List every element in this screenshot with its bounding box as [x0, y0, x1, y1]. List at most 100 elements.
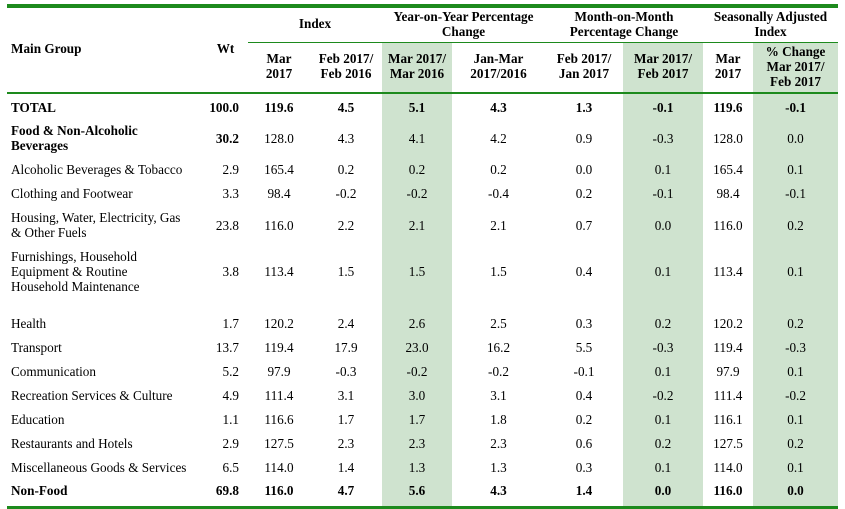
row-value: -0.2 [623, 384, 703, 409]
row-value: 165.4 [264, 162, 294, 178]
row-value: 128.0 [713, 130, 743, 146]
row-label: Food & Non-Alcoholic Beverages [11, 123, 138, 154]
row-value: 127.5 [713, 435, 743, 451]
row-wt: 2.9 [222, 435, 239, 451]
row-wt: 30.2 [215, 130, 239, 146]
row-value: 0.0 [623, 479, 703, 508]
row-value: 4.1 [382, 119, 452, 159]
row-value: -0.1 [753, 92, 839, 120]
header-main-group: Main Group [7, 6, 203, 94]
row-value: 127.5 [264, 435, 294, 451]
row-value: -0.2 [753, 384, 839, 409]
row-value: 1.5 [337, 263, 355, 279]
row-wt: 2.9 [222, 162, 239, 178]
group-header-month-on-month: Month-on-Month Percentage Change [545, 6, 703, 43]
row-value: -0.3 [623, 336, 703, 361]
row-value: 0.1 [753, 158, 839, 183]
row-value: 165.4 [713, 162, 743, 178]
row-wt: 6.5 [222, 459, 239, 475]
row-value: 5.5 [575, 340, 593, 355]
row-label: Education [11, 411, 65, 427]
row-value: 0.1 [623, 158, 703, 183]
table-row: Furnishings, Household Equipment & Routi… [7, 245, 839, 313]
row-value: -0.1 [753, 182, 839, 207]
row-wt: 1.7 [222, 316, 239, 332]
row-label: TOTAL [11, 99, 56, 115]
row-value: 0.2 [623, 432, 703, 457]
row-value: 0.1 [623, 408, 703, 433]
row-value: 116.1 [713, 411, 743, 427]
table-row: Non-Food 69.8 116.0 4.7 5.6 4.3 1.4 0.0 … [7, 479, 839, 508]
row-value: -0.2 [335, 186, 357, 202]
row-value: 97.9 [716, 363, 740, 379]
subheader-index-mar-2017: Mar 2017 [248, 42, 310, 94]
row-value: 5.6 [382, 479, 452, 508]
row-value: 0.2 [382, 158, 452, 183]
row-value: 0.1 [623, 456, 703, 480]
subheader-mom-feb2017-jan2017: Feb 2017/ Jan 2017 [545, 42, 623, 94]
row-value: 4.7 [337, 483, 355, 499]
row-value: 0.9 [575, 130, 593, 146]
table-row: Restaurants and Hotels 2.9 127.5 2.3 2.3… [7, 432, 839, 457]
row-value: 2.3 [490, 435, 507, 451]
row-value: 0.2 [575, 186, 593, 202]
row-label: Health [11, 316, 47, 332]
row-value: 1.4 [337, 459, 355, 475]
row-value: 3.1 [337, 387, 355, 403]
row-value: 23.0 [382, 336, 452, 361]
row-wt: 69.8 [215, 483, 239, 499]
row-label: Housing, Water, Electricity, Gas & Other… [11, 210, 181, 240]
table-row: Transport 13.7 119.4 17.9 23.0 16.2 5.5 … [7, 336, 839, 361]
table-row: Alcoholic Beverages & Tobacco 2.9 165.4 … [7, 158, 839, 183]
row-label: Clothing and Footwear [11, 186, 133, 202]
row-label: Non-Food [11, 483, 68, 499]
row-value: 1.7 [337, 411, 355, 427]
row-wt: 100.0 [209, 99, 239, 115]
group-header-index: Index [248, 6, 382, 43]
row-value: 116.0 [264, 217, 294, 233]
table-row: Education 1.1 116.6 1.7 1.7 1.8 0.2 0.1 … [7, 408, 839, 433]
row-wt: 4.9 [222, 387, 239, 403]
subheader-yoy-mar2017-mar2016: Mar 2017/ Mar 2016 [382, 42, 452, 94]
row-label: Restaurants and Hotels [11, 435, 133, 451]
subheader-index-feb2017-feb2016: Feb 2017/ Feb 2016 [310, 42, 382, 94]
subheader-mom-mar2017-feb2017: Mar 2017/ Feb 2017 [623, 42, 703, 94]
row-value: 114.0 [264, 459, 294, 475]
row-value: 0.1 [753, 456, 839, 480]
row-value: 111.4 [264, 387, 294, 403]
row-value: 0.2 [490, 162, 507, 178]
row-value: 2.3 [382, 432, 452, 457]
group-header-row: Main Group Wt Index Year-on-Year Percent… [7, 6, 839, 94]
row-value: 0.1 [753, 360, 839, 385]
row-value: 0.2 [753, 206, 839, 246]
row-value: -0.3 [335, 363, 357, 379]
table-row: Clothing and Footwear 3.3 98.4 -0.2 -0.2… [7, 182, 839, 207]
row-label: Communication [11, 363, 96, 379]
row-value: 1.3 [490, 459, 507, 475]
row-label: Recreation Services & Culture [11, 387, 173, 403]
row-wt: 13.7 [215, 340, 239, 355]
row-value: 0.0 [753, 479, 839, 508]
subheader-sa-pct-change: % Change Mar 2017/ Feb 2017 [753, 42, 839, 94]
row-value: 2.4 [337, 316, 355, 332]
table-row: Recreation Services & Culture 4.9 111.4 … [7, 384, 839, 409]
row-value: 2.1 [490, 217, 507, 233]
row-value: 1.8 [490, 411, 507, 427]
group-header-seasonally-adjusted: Seasonally Adjusted Index [703, 6, 839, 43]
row-value: 120.2 [264, 316, 294, 332]
row-label: Transport [11, 340, 62, 355]
row-value: 0.1 [753, 408, 839, 433]
row-value: 0.2 [623, 312, 703, 337]
row-value: 119.6 [264, 99, 294, 115]
row-wt: 23.8 [215, 217, 239, 233]
row-value: 0.0 [753, 119, 839, 159]
row-value: 4.3 [490, 99, 507, 115]
row-value: 119.4 [264, 340, 294, 355]
row-label: Miscellaneous Goods & Services [11, 459, 187, 475]
table-row: Communication 5.2 97.9 -0.3 -0.2 -0.2 -0… [7, 360, 839, 385]
row-value: 116.0 [264, 483, 294, 499]
row-value: 2.2 [337, 217, 355, 233]
row-value: 0.3 [575, 316, 593, 332]
row-value: 113.4 [713, 263, 743, 279]
